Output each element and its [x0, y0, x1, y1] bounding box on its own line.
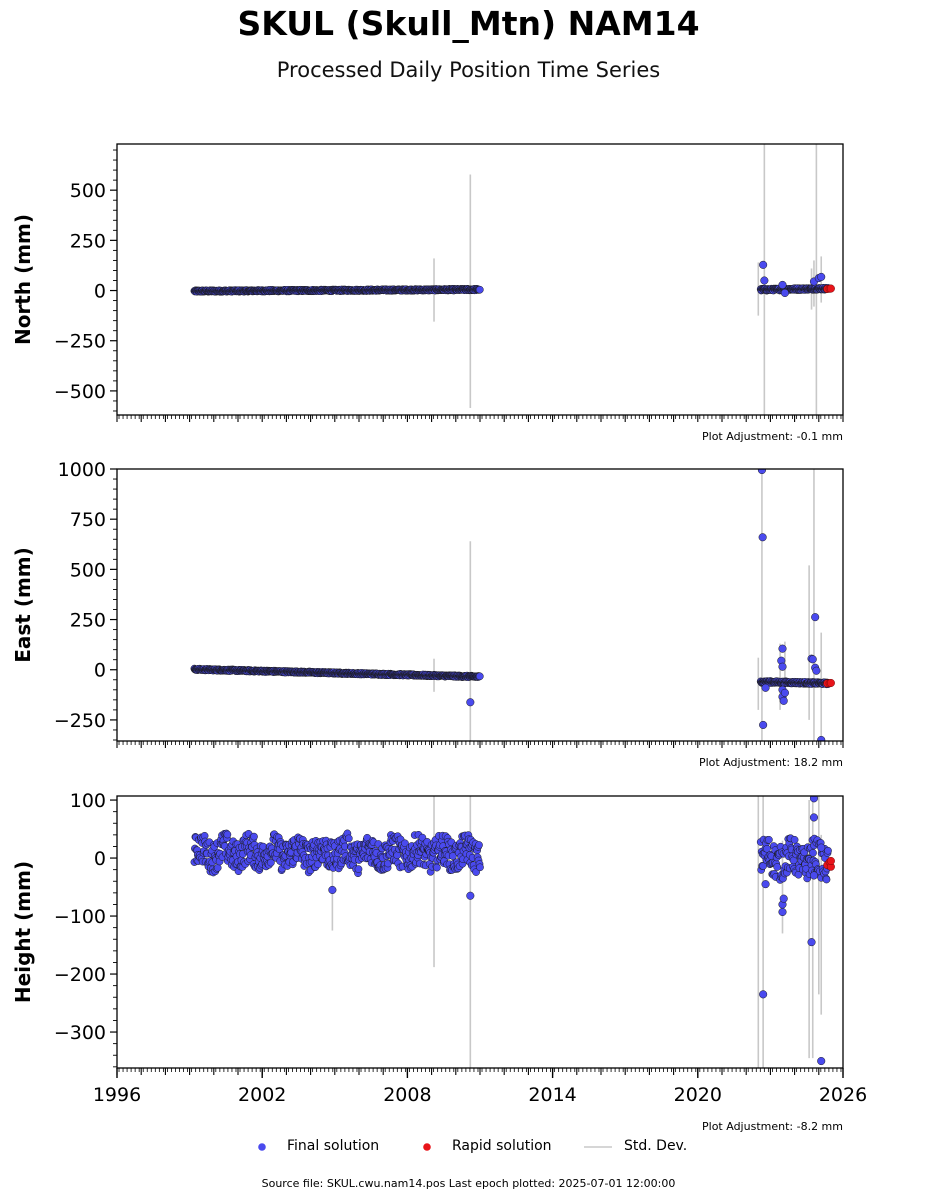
east-final-point — [778, 662, 787, 671]
east-ytick-label: 750 — [70, 509, 106, 531]
legend-rapid-label: Rapid solution — [452, 1138, 552, 1154]
height-rapid-point — [826, 856, 835, 865]
height-final-series-0 — [190, 829, 484, 878]
legend-final-label: Final solution — [287, 1138, 380, 1154]
height-final-point — [475, 841, 483, 849]
height-final-point — [790, 835, 799, 844]
north-plot-area — [190, 144, 835, 415]
height-final-point — [328, 885, 337, 895]
north-final-series-1 — [756, 283, 833, 295]
xtick-label: 2020 — [674, 1084, 722, 1106]
height-final-point — [822, 875, 831, 884]
height-final-point — [344, 834, 353, 843]
height-final-point — [765, 835, 773, 844]
north-panel: 500 250 0 −250 −500 North (mm) Plot Adjustment… — [11, 143, 844, 443]
east-plot-adjustment: Plot Adjustment: 18.2 mm — [699, 756, 843, 769]
north-final-point — [778, 280, 787, 289]
height-ytick-label: −100 — [54, 906, 106, 928]
east-final-point — [779, 696, 788, 705]
xtick-label: 2008 — [383, 1084, 431, 1106]
north-final-point — [817, 272, 826, 281]
legend-stddev-line — [584, 1146, 612, 1148]
chart-title: SKUL (Skull_Mtn) NAM14 — [237, 4, 700, 43]
height-final-point — [476, 863, 484, 872]
east-final-series-0 — [190, 664, 484, 682]
height-final-point — [354, 865, 363, 873]
height-final-point — [809, 849, 817, 857]
height-final-point — [809, 813, 819, 822]
height-panel: 100 0 −100 −200 −300 1996 2002 2008 2014 2020 2026… — [11, 790, 867, 1133]
north-ylabel: North (mm) — [11, 214, 35, 345]
height-final-point — [223, 830, 232, 839]
east-final-point — [761, 683, 770, 692]
height-final-point — [807, 938, 816, 947]
north-final-point — [759, 260, 768, 269]
east-rapid-point — [826, 678, 835, 687]
height-final-point — [809, 871, 819, 880]
east-final-point — [758, 533, 767, 542]
east-plot-area — [190, 469, 835, 741]
east-final-point — [759, 720, 768, 729]
height-ylabel: Height (mm) — [11, 861, 35, 1003]
height-final-point — [250, 832, 258, 841]
east-panel: 1000 750 500 250 0 −250 East (mm) Plot Adjustme… — [11, 459, 844, 769]
east-ytick-label: 0 — [94, 660, 106, 682]
north-ytick-label: −250 — [54, 331, 106, 353]
east-ytick-label: 1000 — [58, 459, 106, 481]
legend-rapid-marker — [423, 1143, 431, 1151]
north-ytick-label: −500 — [54, 381, 106, 403]
height-final-point — [817, 843, 826, 852]
height-ytick-label: 0 — [94, 848, 106, 870]
height-final-point — [824, 846, 832, 855]
height-final-point — [817, 1056, 826, 1066]
east-ytick-label: 250 — [70, 610, 106, 632]
height-ytick-label: −300 — [54, 1022, 106, 1044]
east-ylabel: East (mm) — [11, 547, 35, 663]
height-final-point — [761, 880, 770, 889]
xtick-label: 2014 — [528, 1084, 576, 1106]
xtick-label: 2002 — [238, 1084, 286, 1106]
north-final-point — [760, 276, 769, 285]
north-rapid-point — [826, 284, 835, 293]
east-final-point — [466, 698, 475, 707]
east-final-point — [475, 672, 484, 681]
height-final-point — [773, 863, 782, 871]
north-final-point — [780, 288, 789, 297]
source-footer: Source file: SKUL.cwu.nam14.pos Last epo… — [261, 1177, 676, 1190]
north-ytick-label: 250 — [70, 230, 106, 252]
height-final-point — [779, 894, 788, 903]
height-final-point — [778, 907, 787, 917]
north-ytick-label: 0 — [94, 281, 106, 303]
legend-stddev-label: Std. Dev. — [624, 1138, 688, 1154]
height-final-point — [433, 863, 441, 872]
xtick-label: 1996 — [93, 1084, 141, 1106]
east-final-point — [757, 469, 766, 475]
north-final-point — [475, 285, 484, 294]
east-final-point — [778, 644, 787, 653]
height-final-point — [759, 990, 768, 999]
chart-subtitle: Processed Daily Position Time Series — [276, 58, 661, 82]
north-plot-adjustment: Plot Adjustment: -0.1 mm — [702, 430, 843, 443]
legend-final-marker — [258, 1143, 266, 1151]
east-ytick-label: −250 — [54, 710, 106, 732]
height-final-point — [466, 891, 475, 900]
height-ytick-label: −200 — [54, 964, 106, 986]
height-plot-adjustment: Plot Adjustment: -8.2 mm — [702, 1120, 843, 1133]
east-ytick-label: 500 — [70, 559, 106, 581]
east-final-point — [808, 655, 817, 664]
height-plot-area — [190, 796, 835, 1068]
north-axes-frame — [116, 143, 844, 416]
north-ytick-label: 500 — [70, 180, 106, 202]
north-final-series-0 — [190, 285, 484, 296]
east-final-point — [812, 666, 821, 675]
height-ytick-label: 100 — [70, 790, 106, 812]
xtick-label: 2026 — [819, 1084, 867, 1106]
east-final-point — [817, 735, 826, 741]
east-axes-frame — [116, 468, 844, 742]
east-final-point — [811, 613, 820, 622]
east-final-point — [780, 688, 789, 697]
